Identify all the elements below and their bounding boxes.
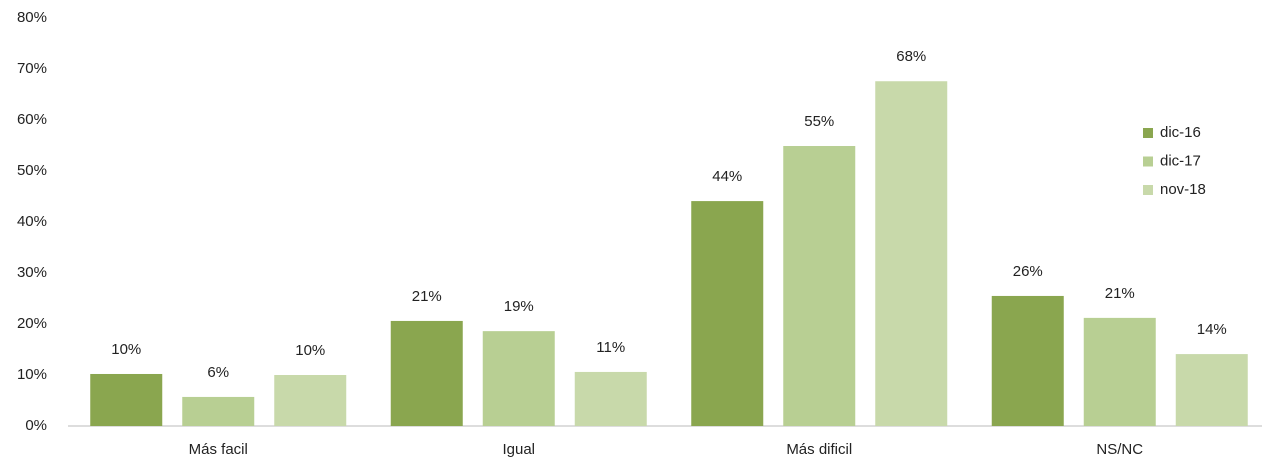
data-label: 14% bbox=[1197, 321, 1227, 338]
data-label: 21% bbox=[412, 288, 442, 305]
legend-label: nov-18 bbox=[1160, 181, 1206, 198]
bar bbox=[482, 331, 555, 426]
data-label: 6% bbox=[207, 364, 229, 381]
x-tick-label: Más dificil bbox=[786, 441, 852, 458]
y-tick-label: 0% bbox=[25, 417, 47, 434]
bar bbox=[274, 375, 347, 426]
y-tick-label: 70% bbox=[17, 60, 47, 77]
x-tick-label: NS/NC bbox=[1096, 441, 1143, 458]
y-tick-label: 20% bbox=[17, 315, 47, 332]
legend-swatch bbox=[1143, 156, 1153, 167]
data-label: 19% bbox=[504, 298, 534, 315]
data-label: 21% bbox=[1105, 285, 1135, 302]
data-label: 10% bbox=[111, 341, 141, 358]
legend-label: dic-17 bbox=[1160, 152, 1201, 169]
bar bbox=[875, 81, 948, 427]
y-tick-label: 60% bbox=[17, 111, 47, 128]
data-label: 26% bbox=[1013, 263, 1043, 280]
bar bbox=[1175, 354, 1248, 426]
bar bbox=[1083, 317, 1156, 426]
x-tick-label: Igual bbox=[502, 441, 535, 458]
y-tick-label: 30% bbox=[17, 264, 47, 281]
y-tick-label: 10% bbox=[17, 366, 47, 383]
bar bbox=[390, 320, 463, 426]
data-label: 10% bbox=[295, 342, 325, 359]
legend-swatch bbox=[1143, 128, 1153, 138]
y-tick-label: 40% bbox=[17, 213, 47, 230]
data-label: 11% bbox=[596, 339, 625, 356]
bar bbox=[783, 146, 856, 426]
y-tick-label: 80% bbox=[17, 9, 47, 26]
legend-label: dic-16 bbox=[1160, 124, 1201, 141]
bar bbox=[691, 201, 764, 426]
data-label: 44% bbox=[712, 168, 742, 185]
data-label: 55% bbox=[804, 113, 834, 130]
bar bbox=[182, 396, 255, 426]
x-tick-label: Más facil bbox=[189, 441, 248, 458]
bar bbox=[991, 295, 1064, 426]
bar bbox=[574, 371, 647, 426]
data-label: 68% bbox=[896, 48, 926, 65]
bar bbox=[90, 373, 163, 426]
legend-swatch bbox=[1143, 185, 1153, 195]
y-tick-label: 50% bbox=[17, 162, 47, 179]
